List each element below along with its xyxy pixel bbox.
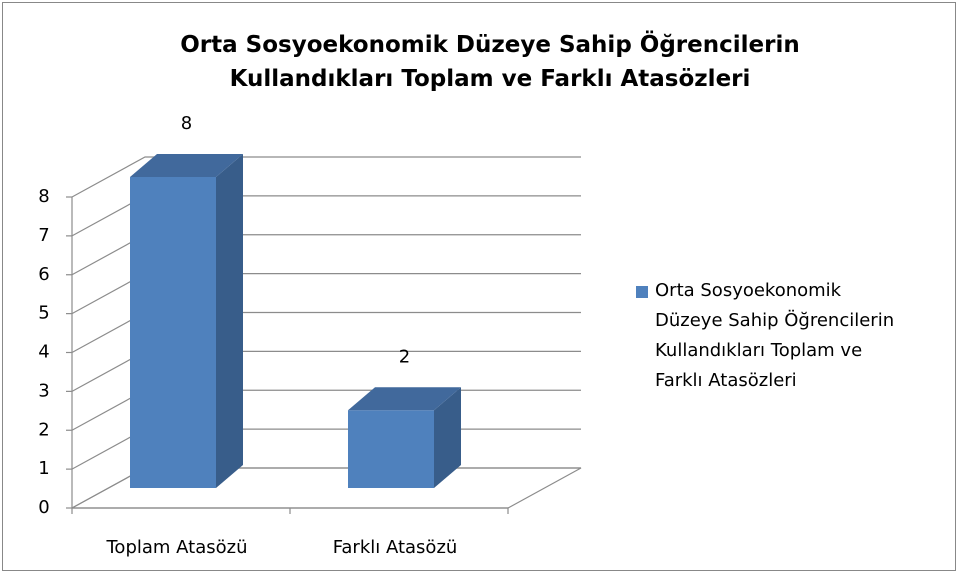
y-tick-label: 4: [38, 342, 49, 363]
bar-top: [130, 154, 243, 177]
value-label: 2: [399, 346, 410, 367]
bar-top: [348, 387, 461, 411]
bar-side: [434, 387, 461, 488]
bar-side: [216, 154, 243, 488]
legend-key: [636, 286, 648, 298]
x-tick-label: Toplam Atasözü: [106, 537, 248, 558]
bar: [348, 410, 434, 488]
x-tick-label: Farklı Atasözü: [333, 537, 458, 558]
y-tick-label: 3: [38, 380, 49, 401]
y-tick-label: 6: [38, 264, 49, 285]
value-label: 8: [181, 113, 192, 134]
y-tick-label: 8: [38, 186, 49, 207]
y-tick-label: 5: [38, 303, 49, 324]
bar: [130, 177, 216, 488]
y-tick-label: 1: [38, 458, 49, 479]
y-tick-label: 0: [38, 497, 49, 518]
legend: Orta Sosyoekonomik Düzeye Sahip Öğrencil…: [636, 276, 906, 396]
y-tick-label: 7: [38, 225, 49, 246]
grid-line: [71, 156, 581, 198]
legend-label: Orta Sosyoekonomik Düzeye Sahip Öğrencil…: [655, 280, 895, 391]
y-tick-label: 2: [38, 419, 49, 440]
chart-title: Orta Sosyoekonomik Düzeye Sahip Öğrencil…: [180, 32, 800, 92]
